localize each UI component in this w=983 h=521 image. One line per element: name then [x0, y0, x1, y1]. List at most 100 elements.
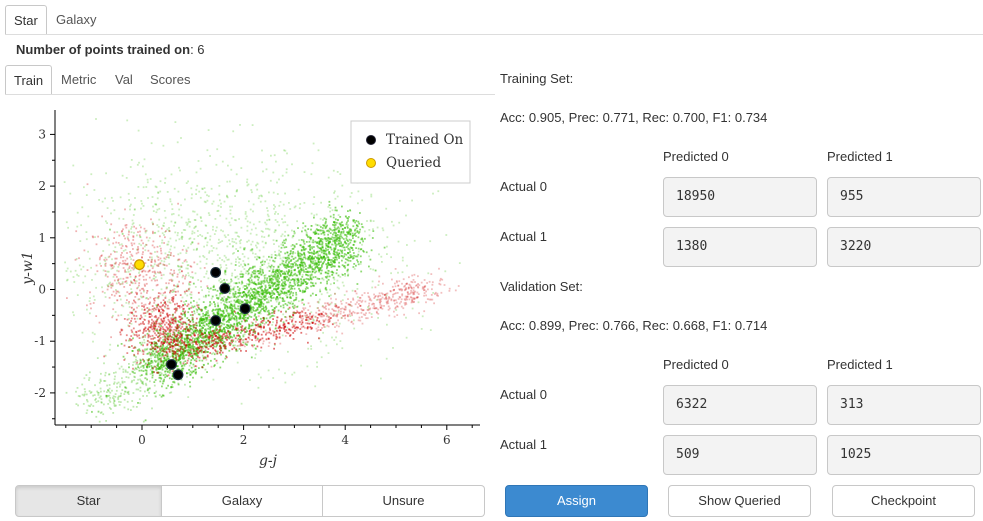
data-point	[331, 238, 333, 240]
data-point	[198, 321, 200, 324]
data-point	[200, 376, 203, 379]
data-point	[266, 213, 269, 216]
data-point	[350, 254, 353, 257]
data-point	[309, 255, 311, 257]
data-point	[164, 367, 167, 370]
data-point	[139, 359, 142, 361]
data-point	[261, 288, 264, 291]
data-point	[241, 265, 244, 268]
data-point	[88, 300, 91, 302]
data-point	[274, 281, 276, 284]
tab-scores[interactable]: Scores	[150, 72, 191, 87]
data-point	[215, 338, 218, 341]
data-point	[299, 311, 302, 314]
data-point	[282, 256, 285, 259]
data-point	[143, 341, 146, 344]
data-point	[179, 169, 181, 172]
data-point	[214, 314, 217, 316]
data-point	[337, 249, 339, 252]
data-point	[373, 307, 376, 310]
data-point	[322, 219, 324, 221]
data-point	[317, 229, 319, 232]
data-point	[307, 256, 310, 259]
data-point	[118, 400, 120, 403]
data-point	[272, 265, 275, 268]
data-point	[238, 348, 241, 350]
data-point	[190, 301, 192, 304]
data-point	[166, 367, 168, 370]
data-point	[272, 171, 275, 174]
data-point	[185, 354, 188, 356]
data-point	[285, 238, 287, 241]
data-point	[318, 242, 320, 245]
data-point	[208, 336, 211, 338]
data-point	[423, 289, 426, 291]
data-point	[301, 291, 304, 294]
data-point	[258, 249, 261, 252]
tab-train[interactable]: Train	[5, 65, 53, 95]
data-point	[230, 342, 232, 345]
data-point	[368, 265, 370, 268]
data-point	[244, 331, 246, 333]
data-point	[290, 297, 292, 299]
data-point	[173, 338, 176, 341]
data-point	[327, 252, 330, 255]
data-point	[135, 280, 138, 283]
data-point	[334, 206, 337, 209]
data-point	[287, 271, 290, 274]
data-point	[335, 321, 338, 324]
data-point	[140, 244, 142, 247]
data-point	[109, 391, 112, 394]
data-point	[112, 200, 114, 202]
data-point	[204, 201, 207, 204]
data-point	[82, 281, 85, 284]
data-point	[190, 352, 193, 355]
data-point	[74, 269, 77, 272]
data-point	[169, 323, 172, 326]
data-point	[204, 191, 207, 194]
data-point	[160, 358, 162, 361]
data-point	[226, 324, 228, 326]
data-point	[233, 303, 236, 306]
data-point	[327, 352, 330, 354]
tab-star[interactable]: Star	[5, 5, 47, 35]
data-point	[344, 317, 346, 320]
data-point	[234, 290, 237, 293]
data-point	[321, 265, 323, 268]
data-point	[259, 287, 262, 289]
data-point	[149, 373, 152, 375]
tab-galaxy[interactable]: Galaxy	[56, 12, 97, 27]
data-point	[246, 344, 248, 346]
data-point	[256, 307, 259, 309]
data-point	[310, 348, 313, 350]
data-point	[237, 305, 240, 308]
data-point	[164, 295, 167, 298]
data-point	[250, 249, 253, 251]
data-point	[212, 288, 215, 291]
data-point	[335, 240, 338, 243]
data-point	[246, 340, 249, 343]
data-point	[271, 290, 274, 292]
data-point	[383, 246, 386, 249]
data-point	[348, 257, 351, 259]
data-point	[316, 301, 319, 303]
data-point	[315, 213, 318, 216]
data-point	[196, 213, 199, 216]
data-point	[324, 226, 327, 229]
tab-val[interactable]: Val	[115, 72, 133, 87]
data-point	[221, 322, 224, 325]
data-point	[294, 256, 297, 259]
data-point	[226, 180, 229, 183]
tab-metric[interactable]: Metric	[61, 72, 97, 87]
data-point	[192, 248, 195, 251]
data-point	[322, 256, 325, 258]
data-point	[264, 306, 267, 308]
data-point	[257, 197, 260, 200]
data-point	[344, 274, 347, 277]
data-point	[332, 216, 335, 219]
data-point	[252, 322, 254, 325]
data-point	[278, 368, 280, 371]
data-point	[386, 245, 388, 248]
data-point	[272, 318, 274, 320]
